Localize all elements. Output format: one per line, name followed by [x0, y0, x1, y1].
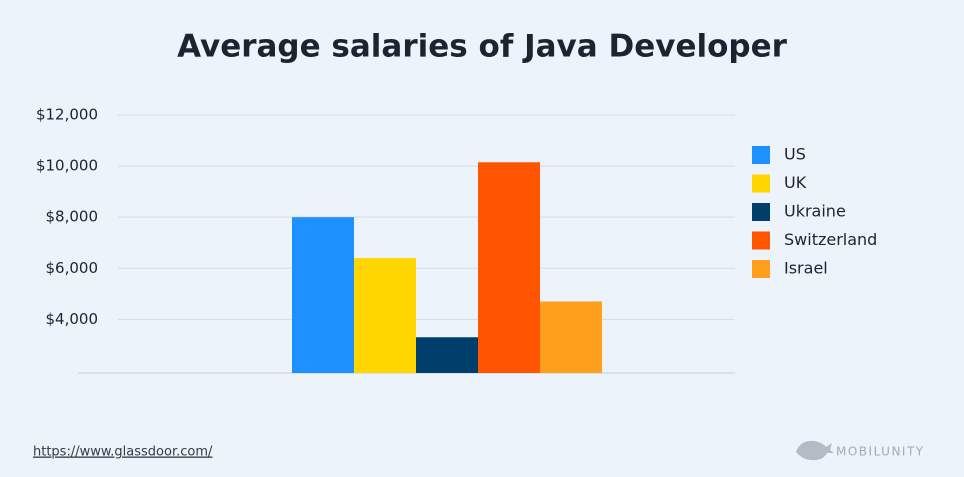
brand-logo: [796, 440, 834, 461]
y-tick-label: $12,000: [36, 106, 98, 124]
bar: [540, 301, 602, 373]
legend-swatch: [752, 260, 770, 278]
legend-label: UK: [784, 173, 807, 192]
y-tick-label: $10,000: [36, 157, 98, 175]
legend-swatch: [752, 146, 770, 164]
bar: [478, 162, 540, 373]
legend-swatch: [752, 174, 770, 193]
legend-swatch: [752, 203, 770, 221]
legend-label: Ukraine: [784, 202, 846, 221]
bar: [416, 337, 478, 373]
y-tick-label: $4,000: [46, 310, 99, 328]
legend-swatch: [752, 231, 770, 250]
legend-label: Israel: [784, 259, 828, 278]
y-tick-label: $8,000: [46, 208, 99, 226]
legend-label: US: [784, 145, 806, 164]
bar: [292, 217, 354, 373]
source-link[interactable]: https://www.glassdoor.com/: [33, 445, 213, 460]
chart-title: Average salaries of Java Developer: [177, 29, 788, 65]
brand-name: MOBILUNITY: [836, 445, 925, 459]
bar: [354, 258, 416, 373]
y-tick-label: $6,000: [46, 259, 99, 277]
legend-label: Switzerland: [784, 230, 877, 249]
